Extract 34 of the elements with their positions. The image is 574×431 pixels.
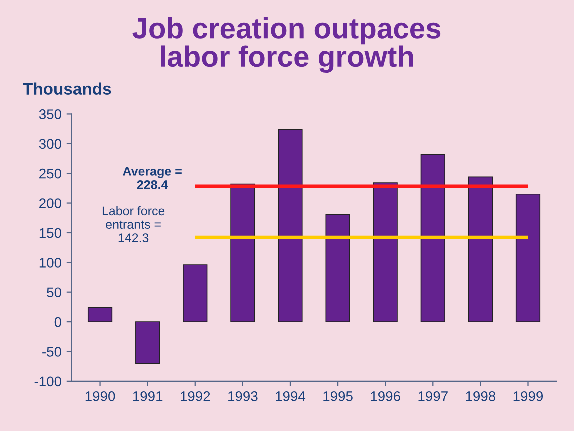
y-axis-title: Thousands [23,82,112,95]
y-tick-label: 100 [40,258,62,268]
x-tick-label: 1993 [228,392,258,402]
bar [468,176,494,322]
y-tick-label: 300 [39,139,62,150]
bar [516,194,541,322]
x-tick-label: 1997 [418,392,448,402]
x-tick-label: 1995 [324,392,353,402]
y-tick-label: 200 [40,198,62,208]
x-tick-label: 1990 [86,392,116,402]
x-tick-label: 1992 [180,392,210,402]
bar [230,184,256,322]
y-tick-label: -50 [42,347,62,357]
x-tick-label: 1998 [466,392,496,402]
bar [326,214,350,322]
bar [373,182,398,322]
x-tick-label: 1991 [133,392,163,402]
x-tick-label: 1999 [514,392,544,402]
bar [88,307,113,322]
x-tick-label: 1996 [371,392,400,402]
bar [183,264,208,322]
bar [136,322,160,364]
bar [420,154,446,322]
y-tick-label: 0 [54,317,62,328]
y-tick-label: 250 [40,168,62,179]
x-tick-label: 1994 [276,392,306,402]
bar [278,129,303,322]
y-tick-label: 50 [47,288,62,298]
y-tick-label: 150 [40,228,62,238]
y-tick-label: 350 [39,110,62,120]
y-tick-label: -100 [34,376,62,387]
ref-line-label: Labor force entrants = 142.3 [102,206,165,242]
ref-line-label: Average = 228.4 [123,167,182,190]
chart-title: Job creation outpaces labor force growth [132,17,441,74]
